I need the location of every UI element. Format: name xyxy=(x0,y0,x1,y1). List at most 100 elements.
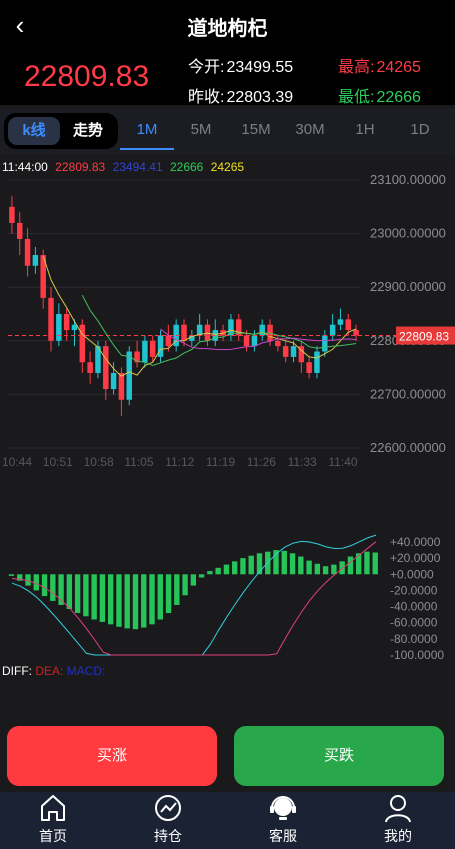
kline-chart[interactable]: 23100.0000023000.0000022900.0000022800.0… xyxy=(0,154,455,714)
macd-bar xyxy=(8,574,15,576)
dea-line xyxy=(12,541,377,656)
legend-value-3: 22666 xyxy=(169,160,204,174)
candle xyxy=(79,324,86,363)
y-tick-label: 22600.00000 xyxy=(370,440,446,455)
macd-bar xyxy=(41,574,48,597)
macd-tick-label: +20.0000 xyxy=(390,551,441,565)
low-stat: 最低: 22666 xyxy=(338,83,421,107)
macd-bar xyxy=(256,553,263,575)
macd-bar xyxy=(232,561,238,575)
macd-bar xyxy=(91,574,97,620)
candle xyxy=(157,335,164,357)
macd-bar xyxy=(306,560,312,575)
candle xyxy=(71,324,78,331)
mode-switch: k线 走势 xyxy=(4,113,118,149)
candle xyxy=(48,297,54,341)
macd-bar xyxy=(83,574,89,617)
chart-tabs: k线 走势 1M 5M 15M 30M 1H 1D xyxy=(0,108,455,154)
candle xyxy=(228,319,234,336)
tab-5m[interactable]: 5M xyxy=(190,121,212,138)
macd-tick-label: -100.0000 xyxy=(390,648,444,662)
macd-bar xyxy=(364,551,370,575)
macd-bar xyxy=(74,574,81,614)
candle xyxy=(110,372,117,390)
candle xyxy=(134,351,140,363)
candle xyxy=(181,324,187,341)
candle xyxy=(306,362,312,373)
tab-1m[interactable]: 1M xyxy=(136,121,158,138)
macd-bar xyxy=(58,574,64,605)
headset-icon xyxy=(270,796,296,820)
x-tick-label: 11:19 xyxy=(206,455,235,469)
candle xyxy=(9,206,15,223)
macd-bar xyxy=(116,574,122,627)
diff-label: DIFF: xyxy=(2,664,32,678)
macd-bar xyxy=(281,550,287,575)
macd-bar xyxy=(322,566,329,575)
nav-mine[interactable]: 我的 xyxy=(353,792,443,849)
macd-bar xyxy=(174,574,180,605)
home-icon xyxy=(41,795,65,821)
nav-home[interactable]: 首页 xyxy=(8,792,98,849)
y-tick-label: 22900.00000 xyxy=(370,279,446,294)
macd-bar xyxy=(273,550,279,575)
macd-bar xyxy=(141,574,147,628)
macd-bar xyxy=(207,571,213,575)
candle xyxy=(267,324,273,341)
macd-bar xyxy=(314,563,321,575)
candle xyxy=(275,340,281,347)
candle xyxy=(329,324,336,336)
macd-bar xyxy=(124,574,130,629)
candle xyxy=(95,346,101,373)
tab-15m[interactable]: 15M xyxy=(241,121,271,138)
last-price-label: 22809.83 xyxy=(399,330,449,344)
macd-bar xyxy=(339,561,345,575)
active-tab-underline xyxy=(120,148,174,150)
macd-bar xyxy=(108,574,114,625)
candle xyxy=(118,372,125,400)
bottom-nav: 首页 持仓 客服 我的 xyxy=(0,792,455,849)
macd-bar xyxy=(132,574,139,630)
nav-mine-label: 我的 xyxy=(384,828,412,844)
candle xyxy=(40,255,46,298)
tab-trend[interactable]: 走势 xyxy=(72,122,103,139)
tab-30m[interactable]: 30M xyxy=(295,121,325,138)
ma-line xyxy=(42,255,357,377)
candle xyxy=(24,238,31,266)
macd-bar xyxy=(66,574,73,609)
x-tick-label: 11:12 xyxy=(165,455,194,469)
back-arrow-icon[interactable]: ‹ xyxy=(15,10,25,40)
candle xyxy=(353,330,359,336)
y-tick-label: 23100.00000 xyxy=(370,172,446,187)
macd-bar xyxy=(17,574,23,581)
candle xyxy=(103,346,109,390)
open-stat: 今开: 23499.55 xyxy=(188,53,293,77)
legend-value-4: 24265 xyxy=(210,160,245,174)
nav-service[interactable]: 客服 xyxy=(238,792,328,849)
low-value: 22666 xyxy=(376,89,421,106)
buy-up-button[interactable]: 买涨 xyxy=(7,726,217,786)
macd-bar xyxy=(33,574,39,591)
macd-bar xyxy=(165,574,172,614)
macd-tick-label: -60.0000 xyxy=(390,616,438,630)
low-label: 最低: xyxy=(338,89,375,106)
macd-bar xyxy=(289,553,296,575)
buy-down-button[interactable]: 买跌 xyxy=(234,726,444,786)
tab-kline[interactable]: k线 xyxy=(8,117,60,145)
macd-bar xyxy=(198,574,205,578)
macd-bar xyxy=(157,574,163,620)
macd-tick-label: -80.0000 xyxy=(390,632,438,646)
tab-1d[interactable]: 1D xyxy=(410,121,430,138)
candle xyxy=(165,335,172,347)
tab-1h[interactable]: 1H xyxy=(355,121,375,138)
candle xyxy=(204,324,211,341)
macd-bar xyxy=(240,558,246,575)
macd-bar xyxy=(99,574,106,622)
x-tick-label: 11:26 xyxy=(247,455,276,469)
prev-close-stat: 昨收: 22803.39 xyxy=(188,83,293,107)
candle xyxy=(243,335,250,347)
nav-positions-label: 持仓 xyxy=(154,828,182,844)
macd-bar xyxy=(372,552,378,575)
y-tick-label: 22700.00000 xyxy=(370,386,446,401)
nav-positions[interactable]: 持仓 xyxy=(123,792,213,849)
